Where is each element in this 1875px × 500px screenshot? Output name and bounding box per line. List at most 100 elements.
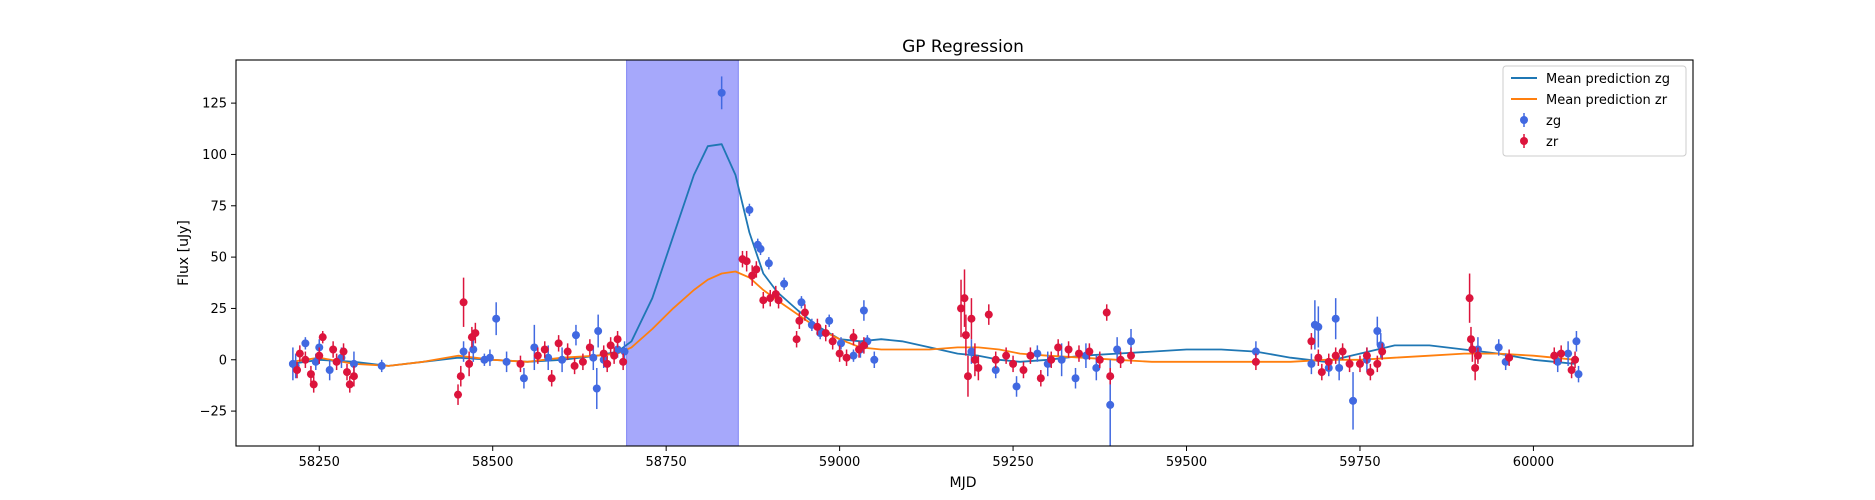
data-point-zg xyxy=(1314,322,1323,331)
data-point-zg xyxy=(1071,374,1080,383)
data-point-zr xyxy=(459,298,468,307)
data-point-zg xyxy=(571,331,580,340)
data-point-zr xyxy=(1355,359,1364,368)
data-point-zg xyxy=(780,279,789,288)
data-point-zr xyxy=(318,333,327,342)
data-point-zr xyxy=(792,335,801,344)
y-tick-label: 50 xyxy=(210,251,227,266)
data-point-zg xyxy=(1574,370,1583,379)
data-point-zr xyxy=(1064,345,1073,354)
data-point-zg xyxy=(558,355,567,364)
data-point-zr xyxy=(1362,351,1371,360)
data-point-zg xyxy=(1572,337,1581,346)
data-point-zr xyxy=(540,345,549,354)
data-point-zr xyxy=(1251,357,1260,366)
legend-box xyxy=(1502,65,1687,157)
data-point-zr xyxy=(984,310,993,319)
data-point-zr xyxy=(771,290,780,299)
data-point-zr xyxy=(1314,353,1323,362)
plot-frame xyxy=(235,59,1694,447)
data-point-zg xyxy=(349,359,358,368)
plot-area xyxy=(288,60,1583,446)
data-point-zr xyxy=(813,322,822,331)
data-point-zr xyxy=(1373,359,1382,368)
data-point-zr xyxy=(1074,349,1083,358)
data-point-zg xyxy=(967,347,976,356)
legend-label-zg-points: zg xyxy=(1546,114,1561,129)
data-point-zr xyxy=(332,357,341,366)
data-point-zr xyxy=(1054,343,1063,352)
chart-title: GP Regression xyxy=(902,37,1024,57)
data-point-zr xyxy=(766,294,775,303)
legend-label-zr-points: zr xyxy=(1546,135,1559,150)
data-point-zr xyxy=(563,347,572,356)
data-point-zr xyxy=(599,349,608,358)
data-point-zg xyxy=(859,306,868,315)
data-point-zr xyxy=(828,337,837,346)
data-point-zr xyxy=(610,351,619,360)
data-point-zr xyxy=(1009,359,1018,368)
data-point-zr xyxy=(619,357,628,366)
data-point-zg xyxy=(837,339,846,348)
data-point-zr xyxy=(585,343,594,352)
series-line-zg xyxy=(291,143,1576,367)
data-point-zg xyxy=(717,88,726,97)
data-point-zr xyxy=(1095,355,1104,364)
data-point-zr xyxy=(991,355,1000,364)
data-point-zr xyxy=(963,372,972,381)
data-point-zg xyxy=(797,298,806,307)
data-point-zg xyxy=(1307,359,1316,368)
data-point-zr xyxy=(1019,366,1028,375)
data-point-zr xyxy=(835,349,844,358)
shaded-region xyxy=(626,60,739,446)
data-point-zg xyxy=(492,314,501,323)
data-point-zr xyxy=(1550,351,1559,360)
data-point-zr xyxy=(970,355,979,364)
data-point-zr xyxy=(774,296,783,305)
data-point-zg xyxy=(594,327,603,336)
data-point-zr xyxy=(547,374,556,383)
data-point-zg xyxy=(1373,327,1382,336)
x-tick-label: 58750 xyxy=(645,455,686,470)
data-point-zg xyxy=(1057,355,1066,364)
legend: Mean prediction zg Mean prediction zr zg… xyxy=(1502,65,1687,157)
data-point-zr xyxy=(613,335,622,344)
data-point-zr xyxy=(1505,353,1514,362)
data-point-zg xyxy=(485,353,494,362)
data-point-zr xyxy=(471,329,480,338)
data-point-zg xyxy=(1113,345,1122,354)
data-point-zr xyxy=(1345,359,1354,368)
data-point-zr xyxy=(1085,347,1094,356)
data-point-zr xyxy=(1571,355,1580,364)
data-point-zg xyxy=(592,384,601,393)
data-point-zr xyxy=(603,359,612,368)
data-point-zg xyxy=(1092,363,1101,372)
data-point-zr xyxy=(1002,351,1011,360)
data-point-zg xyxy=(764,259,773,268)
data-point-zg xyxy=(991,366,1000,375)
data-point-zg xyxy=(311,357,320,366)
data-point-zr xyxy=(578,357,587,366)
data-point-zr xyxy=(570,361,579,370)
data-point-zr xyxy=(339,347,348,356)
data-point-zg xyxy=(1349,396,1358,405)
data-point-zr xyxy=(795,316,804,325)
plot-content xyxy=(288,60,1583,446)
data-point-zr xyxy=(752,265,761,274)
data-point-zr xyxy=(1366,368,1375,377)
x-tick-label: 59750 xyxy=(1339,455,1380,470)
data-point-zr xyxy=(1471,363,1480,372)
data-point-zg xyxy=(530,343,539,352)
data-point-zg xyxy=(1251,347,1260,356)
data-point-zg xyxy=(469,345,478,354)
legend-label-zg-line: Mean prediction zg xyxy=(1546,72,1670,87)
data-point-zr xyxy=(1102,308,1111,317)
data-point-zr xyxy=(293,366,302,375)
data-point-zg xyxy=(1564,349,1573,358)
data-point-zr xyxy=(1036,374,1045,383)
x-tick-label: 59000 xyxy=(819,455,860,470)
y-tick-label: 125 xyxy=(202,97,227,112)
data-point-zr xyxy=(465,359,474,368)
data-point-zr xyxy=(1307,337,1316,346)
